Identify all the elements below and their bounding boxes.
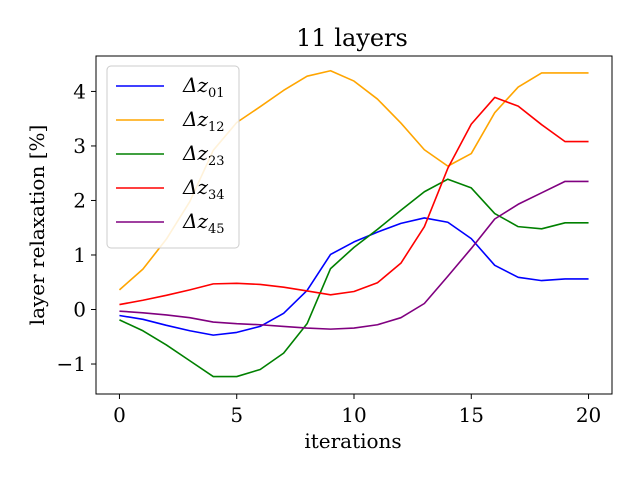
y-axis-label: layer relaxation [%] <box>25 125 49 326</box>
x-tick-label: 5 <box>230 403 243 427</box>
y-tick-label: 4 <box>73 79 86 103</box>
y-tick-label: −1 <box>57 352 86 376</box>
y-tick-label: 2 <box>73 188 86 212</box>
x-tick-label: 20 <box>576 403 601 427</box>
x-tick-label: 10 <box>341 403 366 427</box>
x-axis-label: iterations <box>304 429 401 453</box>
series-line-34 <box>119 96 589 306</box>
chart-title: 11 layers <box>296 24 408 52</box>
legend-box <box>106 65 240 249</box>
x-tick-label: 15 <box>459 403 484 427</box>
series-line-01 <box>119 217 589 336</box>
x-tick-label: 0 <box>113 403 126 427</box>
series-line-23 <box>119 178 589 378</box>
plot-frame <box>95 55 613 395</box>
ticks: 0 5 10 15 20 −1 0 1 2 3 4 <box>57 79 602 427</box>
legend-label-23: Δz23 <box>182 141 225 169</box>
legend-label-01: Δz01 <box>182 73 225 101</box>
y-tick-label: 0 <box>73 298 86 322</box>
y-tick-label: 3 <box>73 134 86 158</box>
series-line-45 <box>119 180 589 330</box>
plot-lines <box>118 69 589 378</box>
y-tick-label: 1 <box>73 243 86 267</box>
